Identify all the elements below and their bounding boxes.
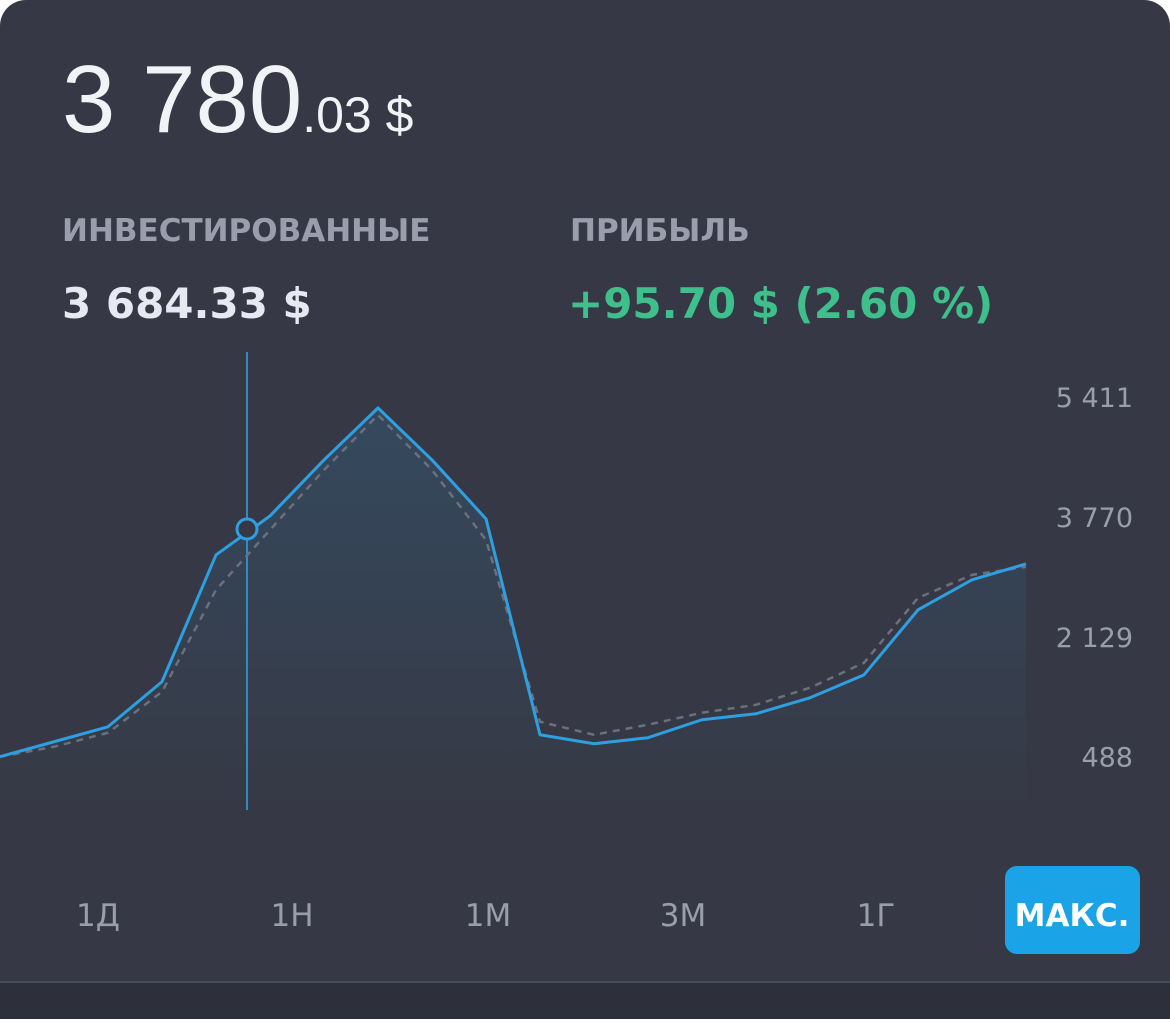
chart: 5 411 3 770 2 129 488: [0, 352, 1133, 810]
y-tick-label: 5 411: [1056, 383, 1133, 414]
y-tick-label: 488: [1081, 743, 1133, 774]
range-button[interactable]: 1М: [465, 898, 511, 934]
y-tick-label: 3 770: [1056, 503, 1133, 534]
series-line: [0, 413, 1027, 758]
bottom-strip: [0, 982, 1170, 1019]
y-tick-label: 2 129: [1056, 623, 1133, 654]
range-button[interactable]: 1Г: [857, 898, 896, 934]
range-button[interactable]: 1Н: [270, 898, 313, 934]
stat-label: ИНВЕСТИРОВАННЫЕ: [62, 213, 430, 249]
range-button[interactable]: 1Д: [76, 898, 120, 934]
range-selector: 1Д 1Н 1М 3М 1Г МАКС.: [76, 866, 1140, 954]
hover-marker: [235, 517, 259, 541]
amount-fraction: .03 $: [302, 87, 413, 143]
area: [0, 407, 1026, 807]
stat-value: 3 684.33 $: [62, 279, 312, 328]
range-button[interactable]: МАКС.: [1015, 898, 1130, 934]
stat-label: ПРИБЫЛЬ: [570, 213, 750, 249]
range-button-active[interactable]: [1005, 866, 1140, 954]
series-line: [0, 406, 1027, 759]
amount-integer: 3 780: [62, 46, 302, 153]
range-button[interactable]: 3М: [660, 898, 706, 934]
amount: 3 780.03 $: [62, 46, 413, 153]
stat-value: +95.70 $ (2.60 %): [568, 279, 993, 328]
